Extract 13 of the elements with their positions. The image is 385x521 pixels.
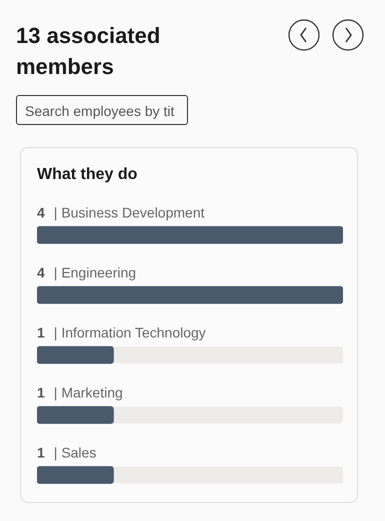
chart-title: 13 associated members [16,22,162,81]
data-label: 1 [37,324,45,340]
chart-subtitle: What they do [37,166,138,184]
y-tick-label: | Sales [54,444,96,460]
data-label: 1 [37,384,45,400]
y-tick-label: | Business Development [54,204,205,220]
y-tick-label: | Information Technology [54,324,206,340]
y-tick-label: | Engineering [54,264,136,280]
data-label: 1 [37,444,45,460]
search-field: Search employees by tit [16,95,188,125]
data-label: 4 [37,264,45,280]
y-tick-label: | Marketing [54,384,123,400]
data-label: 4 [37,204,45,220]
